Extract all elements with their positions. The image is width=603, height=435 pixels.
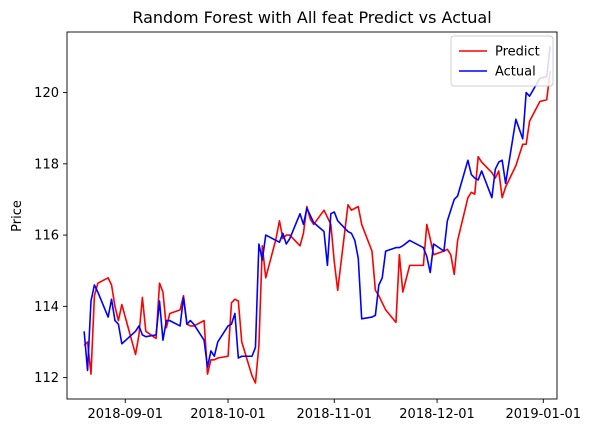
series-line-actual xyxy=(83,46,551,372)
x-tick-label: 2018-12-01 xyxy=(399,407,475,422)
y-tick-label: 114 xyxy=(34,300,59,315)
legend: Predict Actual xyxy=(450,35,554,87)
x-tick-label: 2018-09-01 xyxy=(87,407,163,422)
x-tick-label: 2019-01-01 xyxy=(506,407,582,422)
y-axis-label: Price xyxy=(10,200,25,232)
series-line-predict xyxy=(83,71,551,384)
y-tick-label: 116 xyxy=(34,229,59,244)
plot-area-frame xyxy=(66,31,558,400)
y-axis: 112 114 116 118 120 xyxy=(34,86,67,386)
x-tick-label: 2018-10-01 xyxy=(190,407,266,422)
legend-label-predict: Predict xyxy=(495,45,540,60)
x-axis: 2018-09-01 2018-10-01 2018-11-01 2018-12-01… xyxy=(87,399,581,422)
y-tick-label: 118 xyxy=(34,157,59,172)
legend-box xyxy=(450,35,554,87)
x-tick-label: 2018-11-01 xyxy=(296,407,372,422)
y-tick-label: 120 xyxy=(34,86,59,101)
y-tick-label: 112 xyxy=(34,371,59,386)
series-lines xyxy=(83,46,551,384)
chart-title: Random Forest with All feat Predict vs A… xyxy=(132,8,491,27)
legend-label-actual: Actual xyxy=(495,65,536,80)
